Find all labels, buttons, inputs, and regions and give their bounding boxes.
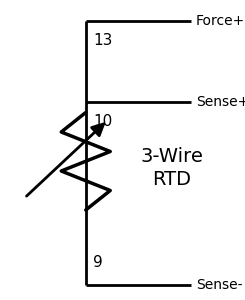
Text: 13: 13 (93, 33, 112, 48)
Text: 10: 10 (93, 114, 112, 129)
Text: Sense-: Sense- (196, 278, 243, 292)
Text: 9: 9 (93, 255, 103, 270)
Text: Force+: Force+ (196, 14, 245, 28)
Text: 3-Wire
RTD: 3-Wire RTD (140, 147, 203, 189)
Text: Sense+: Sense+ (196, 95, 245, 109)
